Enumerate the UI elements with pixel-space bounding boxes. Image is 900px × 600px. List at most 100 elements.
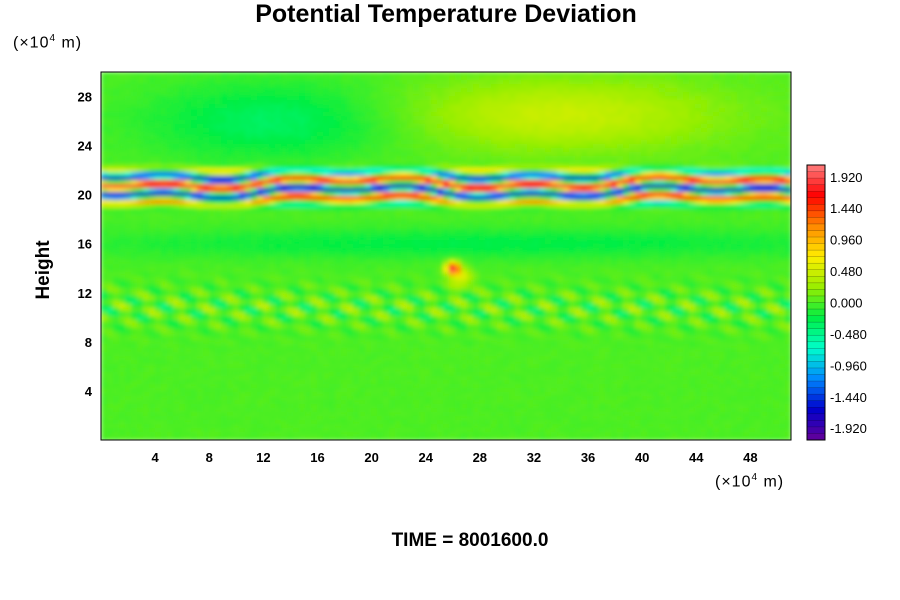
heatmap-cell	[347, 152, 354, 157]
heatmap-cell	[785, 172, 791, 177]
heatmap-cell	[149, 160, 156, 165]
heatmap-cell	[125, 176, 132, 181]
heatmap-cell	[305, 136, 312, 141]
heatmap-cell	[197, 180, 204, 185]
heatmap-cell	[269, 116, 276, 121]
heatmap-cell	[317, 88, 324, 93]
heatmap-cell	[281, 140, 288, 145]
heatmap-cell	[119, 132, 126, 137]
heatmap-cell	[665, 88, 672, 93]
heatmap-cell	[551, 164, 558, 169]
heatmap-cell	[413, 236, 420, 241]
heatmap-cell	[155, 176, 162, 181]
heatmap-cell	[431, 176, 438, 181]
heatmap-cell	[311, 80, 318, 85]
heatmap-cell	[245, 192, 252, 197]
heatmap-cell	[431, 120, 438, 125]
heatmap-cell	[731, 176, 738, 181]
heatmap-cell	[449, 232, 456, 237]
heatmap-cell	[383, 188, 390, 193]
heatmap-cell	[305, 128, 312, 133]
heatmap-cell	[287, 116, 294, 121]
heatmap-cell	[353, 212, 360, 217]
heatmap-cell	[743, 236, 750, 241]
heatmap-cell	[581, 92, 588, 97]
heatmap-cell	[311, 224, 318, 229]
heatmap-cell	[581, 240, 588, 245]
heatmap-cell	[509, 180, 516, 185]
heatmap-cell	[635, 180, 642, 185]
heatmap-cell	[443, 184, 450, 189]
heatmap-cell	[389, 200, 396, 205]
heatmap-cell	[713, 132, 720, 137]
heatmap-cell	[407, 160, 414, 165]
heatmap-cell	[203, 80, 210, 85]
heatmap-cell	[671, 148, 678, 153]
heatmap-cell	[167, 120, 174, 125]
heatmap-cell	[365, 220, 372, 225]
heatmap-cell	[281, 128, 288, 133]
heatmap-cell	[143, 116, 150, 121]
heatmap-cell	[185, 92, 192, 97]
heatmap-cell	[131, 232, 138, 237]
heatmap-cell	[467, 168, 474, 173]
heatmap-cell	[227, 96, 234, 101]
heatmap-cell	[659, 132, 666, 137]
heatmap-cell	[167, 236, 174, 241]
heatmap-cell	[359, 100, 366, 105]
heatmap-cell	[491, 128, 498, 133]
heatmap-cell	[359, 236, 366, 241]
heatmap-cell	[551, 184, 558, 189]
heatmap-cell	[431, 208, 438, 213]
heatmap-cell	[779, 84, 786, 89]
heatmap-cell	[203, 236, 210, 241]
heatmap-cell	[695, 140, 702, 145]
heatmap-cell	[437, 164, 444, 169]
heatmap-cell	[635, 220, 642, 225]
heatmap-cell	[287, 156, 294, 161]
heatmap-cell	[251, 212, 258, 217]
heatmap-cell	[455, 108, 462, 113]
heatmap-cell	[467, 160, 474, 165]
heatmap-cell	[665, 84, 672, 89]
heatmap-cell	[305, 196, 312, 201]
heatmap-cell	[749, 144, 756, 149]
heatmap-cell	[419, 148, 426, 153]
heatmap-cell	[173, 228, 180, 233]
heatmap-cell	[251, 200, 258, 205]
heatmap-cell	[557, 232, 564, 237]
heatmap-cell	[779, 144, 786, 149]
heatmap-cell	[641, 104, 648, 109]
heatmap-cell	[551, 192, 558, 197]
heatmap-cell	[563, 132, 570, 137]
heatmap-cell	[467, 108, 474, 113]
heatmap-cell	[527, 172, 534, 177]
heatmap-cell	[449, 228, 456, 233]
heatmap-cell	[263, 100, 270, 105]
heatmap-cell	[209, 88, 216, 93]
heatmap-cell	[359, 116, 366, 121]
heatmap-cell	[497, 128, 504, 133]
heatmap-cell	[653, 100, 660, 105]
heatmap-cell	[209, 80, 216, 85]
heatmap-cell	[143, 228, 150, 233]
heatmap-cell	[167, 168, 174, 173]
heatmap-cell	[641, 192, 648, 197]
heatmap-cell	[197, 144, 204, 149]
heatmap-cell	[623, 144, 630, 149]
heatmap-cell	[755, 204, 762, 209]
heatmap-cell	[359, 172, 366, 177]
heatmap-cell	[401, 124, 408, 129]
heatmap-cell	[587, 228, 594, 233]
heatmap-cell	[515, 216, 522, 221]
heatmap-cell	[557, 112, 564, 117]
heatmap-cell	[275, 184, 282, 189]
heatmap-cell	[221, 200, 228, 205]
heatmap-cell	[395, 224, 402, 229]
heatmap-cell	[113, 180, 120, 185]
heatmap-cell	[329, 244, 336, 249]
heatmap-cell	[155, 184, 162, 189]
heatmap-cell	[647, 208, 654, 213]
heatmap-cell	[425, 124, 432, 129]
heatmap-cell	[773, 128, 780, 133]
